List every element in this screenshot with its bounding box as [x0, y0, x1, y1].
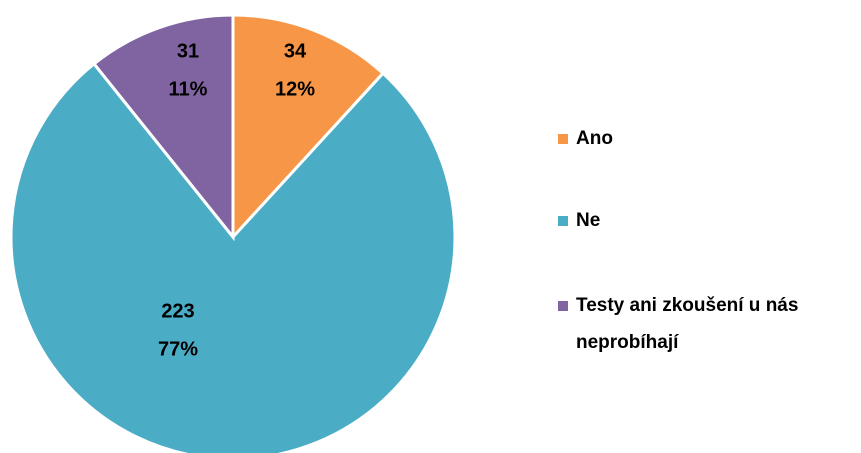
legend-swatch	[558, 134, 568, 144]
pie-slice	[231, 13, 386, 241]
legend-swatch	[558, 301, 568, 311]
legend-label: Ano	[576, 128, 613, 149]
data-label-percent: 12%	[275, 78, 315, 100]
data-label: 223	[161, 300, 194, 322]
data-label: 31	[177, 40, 199, 62]
legend-item: Testy ani zkoušení u nás neprobíhají	[558, 287, 848, 361]
legend-label: Testy ani zkoušení u nás neprobíhají	[576, 295, 799, 353]
data-label-percent: 77%	[158, 338, 198, 360]
legend-swatch	[558, 216, 568, 226]
data-label-percent: 11%	[169, 78, 208, 100]
legend-item: Ano	[558, 120, 848, 157]
legend-item: Ne	[558, 202, 848, 239]
pie-slice	[9, 61, 457, 453]
legend-label: Ne	[576, 210, 601, 231]
data-label: 34	[284, 40, 307, 62]
pie-slice	[91, 13, 235, 242]
